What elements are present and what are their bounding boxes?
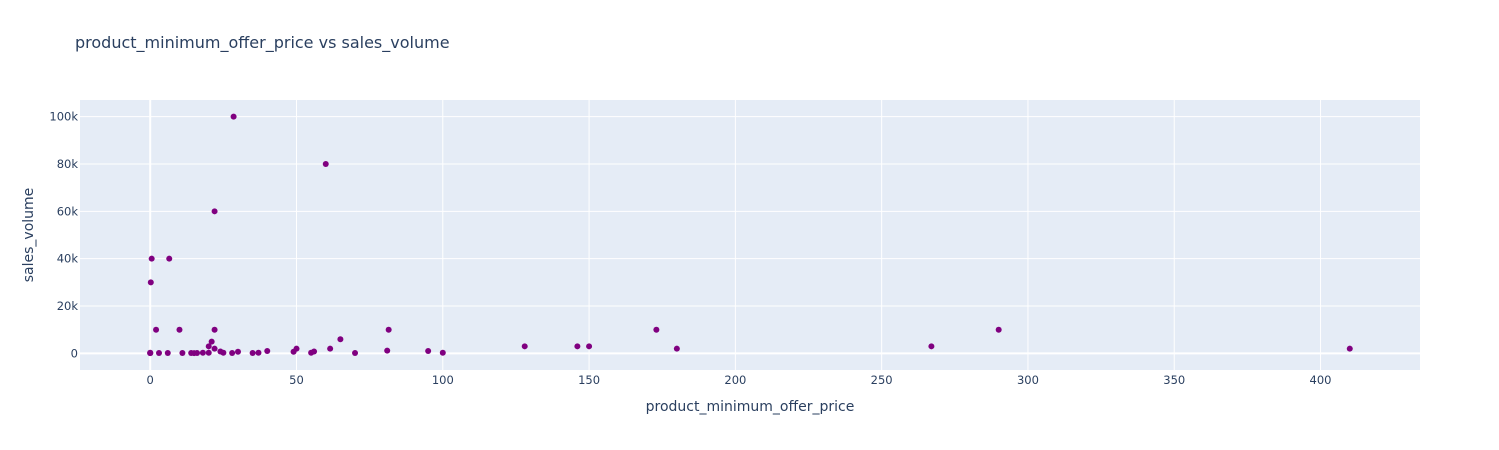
y-tick-label: 100k [49,110,78,124]
data-point [194,349,201,356]
x-axis-ticks: 0 50 100 150 200 250 300 350 400 [147,373,1332,387]
plot-area [80,100,1420,370]
data-point [229,349,236,356]
data-point [230,113,237,120]
x-tick-label: 0 [147,373,154,387]
data-point [385,326,392,333]
x-tick-label: 50 [289,373,304,387]
data-point [205,349,212,356]
data-point [439,349,446,356]
x-tick-label: 400 [1310,373,1332,387]
y-tick-label: 20k [57,299,79,313]
x-tick-label: 100 [432,373,454,387]
data-point [166,255,173,262]
data-point [995,326,1002,333]
x-tick-label: 150 [578,373,600,387]
data-point [148,255,155,262]
y-tick-label: 0 [71,346,78,360]
data-point [234,348,241,355]
data-point [264,348,271,355]
x-tick-label: 200 [724,373,746,387]
data-point [199,349,206,356]
data-point [653,326,660,333]
data-point [176,326,183,333]
y-tick-label: 40k [57,252,79,266]
x-tick-label: 350 [1163,373,1185,387]
data-point [179,349,186,356]
data-point [147,279,154,286]
y-tick-label: 60k [57,204,79,218]
data-point [521,343,528,350]
data-point [293,345,300,352]
data-point [211,208,218,215]
data-point [574,343,581,350]
data-point [337,336,344,343]
data-point [1346,345,1353,352]
data-point [384,347,391,354]
y-axis-ticks: 0 20k 40k 60k 80k 100k [49,110,78,361]
data-point [211,326,218,333]
data-point [352,349,359,356]
data-point [673,345,680,352]
data-point [311,348,318,355]
data-point [586,343,593,350]
x-tick-label: 300 [1017,373,1039,387]
y-tick-label: 80k [57,157,79,171]
data-point [322,160,329,167]
data-point [164,349,171,356]
grid-lines [80,100,1420,370]
data-point [211,345,218,352]
data-point [425,348,432,355]
data-point [255,349,262,356]
data-point [249,349,256,356]
chart-title: product_minimum_offer_price vs sales_vol… [75,33,450,52]
x-axis-title: product_minimum_offer_price [646,399,855,415]
data-point [153,326,160,333]
data-point [208,338,215,345]
y-axis-title: sales_volume [21,188,37,283]
data-point [327,345,334,352]
data-point [147,349,154,356]
data-point [155,349,162,356]
x-tick-label: 250 [871,373,893,387]
data-points [147,113,1353,357]
data-point [205,343,212,350]
data-point [220,349,227,356]
data-point [928,343,935,350]
